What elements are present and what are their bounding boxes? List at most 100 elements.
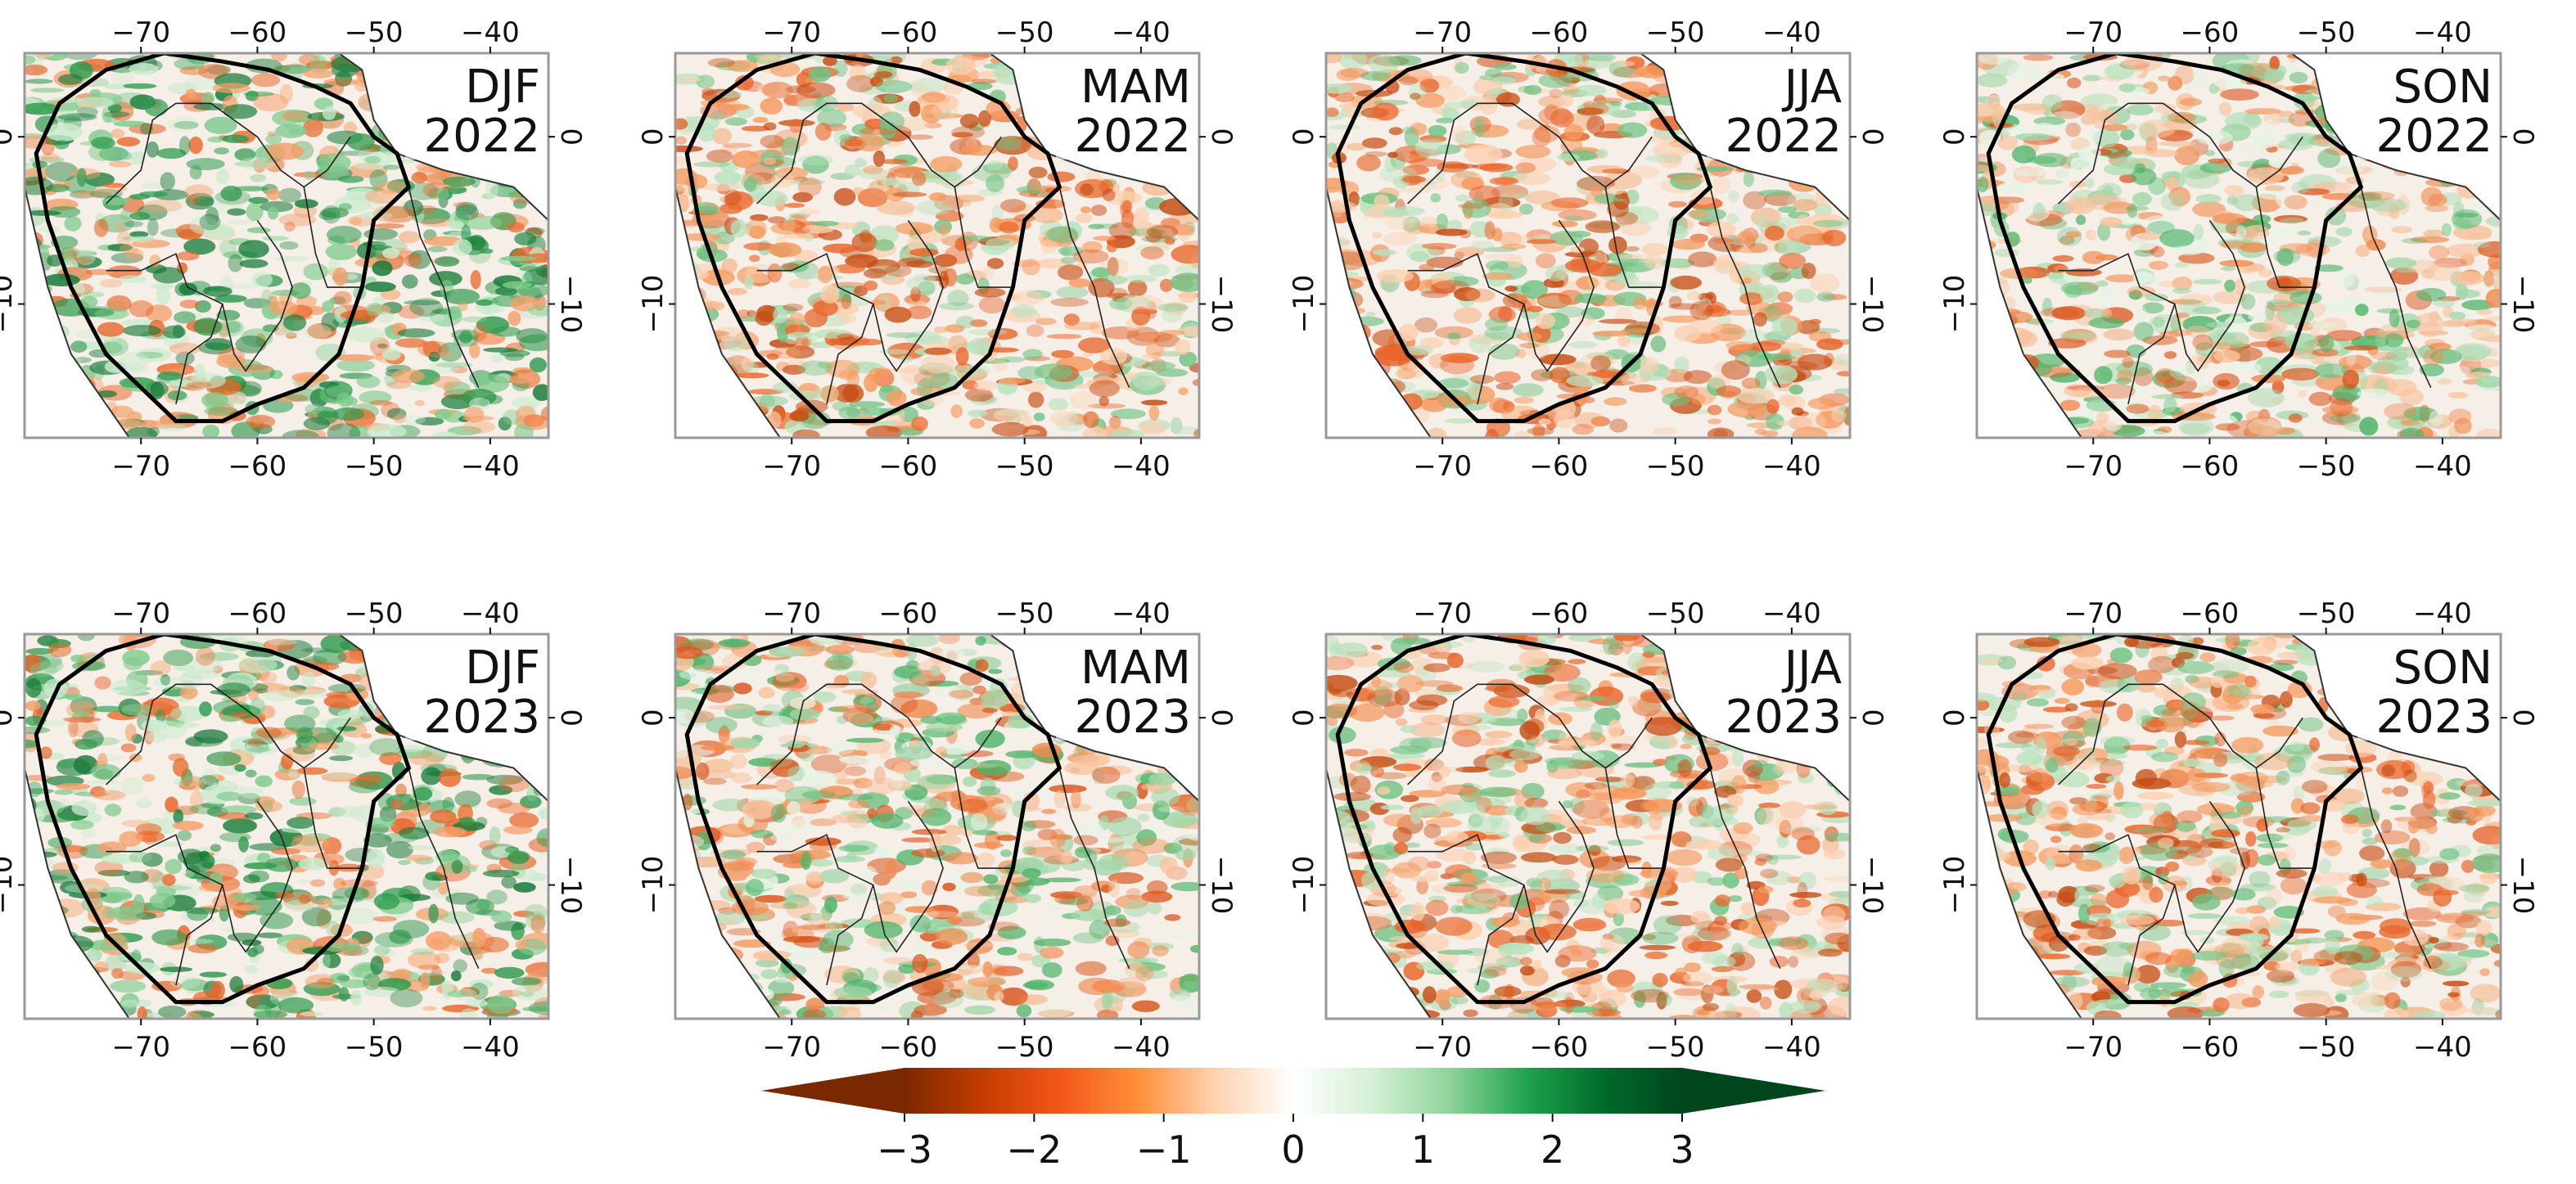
- lon-tick-label-top: −60: [2181, 597, 2240, 630]
- lat-tick-label-right: −10: [554, 275, 587, 334]
- state-border: [954, 187, 1013, 288]
- coastline: [1977, 634, 2501, 1019]
- state-border: [756, 102, 1002, 205]
- map-frame: [1324, 52, 1852, 439]
- lon-tick-label-top: −60: [2181, 16, 2240, 49]
- lat-tick-label-left: −10: [1288, 856, 1320, 915]
- lon-tick-label-bottom: −60: [879, 1031, 938, 1064]
- state-border: [2058, 253, 2211, 372]
- state-border: [256, 219, 293, 355]
- state-border: [106, 683, 351, 786]
- lat-tick-label-left: 0: [0, 709, 19, 727]
- coastline: [1326, 53, 1850, 438]
- lon-tick-label-bottom: −50: [345, 1031, 404, 1064]
- lon-tick-label-top: −40: [1112, 597, 1171, 630]
- state-border: [408, 768, 480, 970]
- lon-tick-label-top: −60: [228, 597, 287, 630]
- lat-tick-label-left: −10: [0, 275, 19, 334]
- state-border: [1604, 187, 1664, 288]
- lon-tick-label-bottom: −70: [762, 450, 821, 483]
- lat-tick-label-left: −10: [0, 856, 19, 915]
- year-label: 2023: [423, 691, 540, 744]
- colorbar-tick-label: −1: [1136, 1128, 1192, 1172]
- lon-tick-label-bottom: −40: [461, 1031, 520, 1064]
- lon-tick-label-bottom: −40: [1762, 1031, 1821, 1064]
- lon-tick-label-top: −70: [111, 16, 170, 49]
- lon-tick-label-top: −70: [2064, 16, 2123, 49]
- state-border: [2360, 187, 2432, 389]
- state-border: [2208, 219, 2245, 355]
- basin-boundary: [684, 634, 1062, 1005]
- coastline: [25, 53, 548, 438]
- lat-tick-label-left: 0: [1938, 128, 1971, 146]
- lon-tick-label-top: −50: [345, 597, 404, 630]
- state-border: [826, 304, 874, 405]
- state-border: [106, 102, 351, 205]
- state-border: [2058, 102, 2303, 205]
- basin-boundary: [34, 634, 412, 1005]
- state-border: [2255, 187, 2315, 288]
- colorbar-tick-label: −2: [1006, 1128, 1062, 1172]
- lon-tick-label-bottom: −60: [2181, 450, 2240, 483]
- state-border: [303, 187, 363, 288]
- colorbar-max-arrow: [1682, 1068, 1825, 1114]
- lon-tick-label-top: −60: [879, 16, 938, 49]
- basin-boundary: [1986, 634, 2364, 1005]
- lat-tick-label-right: 0: [1205, 709, 1238, 727]
- lat-tick-label-right: 0: [2506, 709, 2539, 727]
- state-border: [756, 834, 909, 953]
- lon-tick-label-bottom: −60: [1530, 1031, 1589, 1064]
- lon-tick-label-bottom: −50: [995, 1031, 1054, 1064]
- state-border: [175, 304, 223, 405]
- state-border: [2255, 768, 2315, 869]
- lon-tick-label-bottom: −70: [762, 1031, 821, 1064]
- basin-boundary: [1986, 53, 2364, 424]
- season-label: JJA: [1782, 61, 1842, 114]
- lat-tick-label-left: −10: [637, 275, 670, 334]
- lon-tick-label-bottom: −70: [111, 1031, 170, 1064]
- map-frame: [1975, 633, 2502, 1020]
- lon-tick-label-bottom: −40: [2413, 1031, 2472, 1064]
- colorbar-tick-label: 1: [1411, 1128, 1435, 1172]
- state-border: [756, 253, 909, 372]
- lon-tick-label-top: −40: [461, 16, 520, 49]
- basin-boundary: [34, 53, 412, 424]
- basin-boundary: [1335, 634, 1713, 1005]
- lon-tick-label-bottom: −70: [111, 450, 170, 483]
- lon-tick-label-bottom: −70: [1413, 450, 1472, 483]
- map-frame: [1324, 633, 1852, 1020]
- lat-tick-label-right: 0: [554, 128, 587, 146]
- lon-tick-label-bottom: −50: [1646, 450, 1705, 483]
- state-border: [408, 187, 480, 389]
- lon-tick-label-bottom: −60: [228, 1031, 287, 1064]
- colorbar-gradient: [905, 1068, 1682, 1114]
- lat-tick-label-right: −10: [1205, 275, 1238, 334]
- season-label: SON: [2393, 61, 2493, 114]
- state-border: [907, 800, 944, 936]
- state-border: [1558, 800, 1595, 936]
- state-border: [907, 219, 944, 355]
- lat-tick-label-left: 0: [1288, 709, 1320, 727]
- lon-tick-label-bottom: −50: [345, 450, 404, 483]
- lon-tick-label-bottom: −40: [1112, 450, 1171, 483]
- lat-tick-label-left: −10: [1938, 856, 1971, 915]
- state-border: [1058, 768, 1130, 970]
- lon-tick-label-top: −40: [2413, 597, 2472, 630]
- colorbar-tick-label: 3: [1670, 1128, 1694, 1172]
- lat-tick-label-right: 0: [1856, 709, 1888, 727]
- state-border: [1709, 187, 1781, 389]
- year-label: 2023: [1074, 691, 1191, 744]
- lat-tick-label-right: 0: [1205, 128, 1238, 146]
- state-border: [303, 768, 363, 869]
- lon-tick-label-top: −40: [1762, 16, 1821, 49]
- lon-tick-label-top: −40: [2413, 16, 2472, 49]
- state-border: [1477, 304, 1525, 405]
- lat-tick-label-left: −10: [1938, 275, 1971, 334]
- lon-tick-label-top: −50: [1646, 16, 1705, 49]
- lat-tick-label-right: −10: [2506, 856, 2539, 915]
- state-border: [1407, 102, 1653, 205]
